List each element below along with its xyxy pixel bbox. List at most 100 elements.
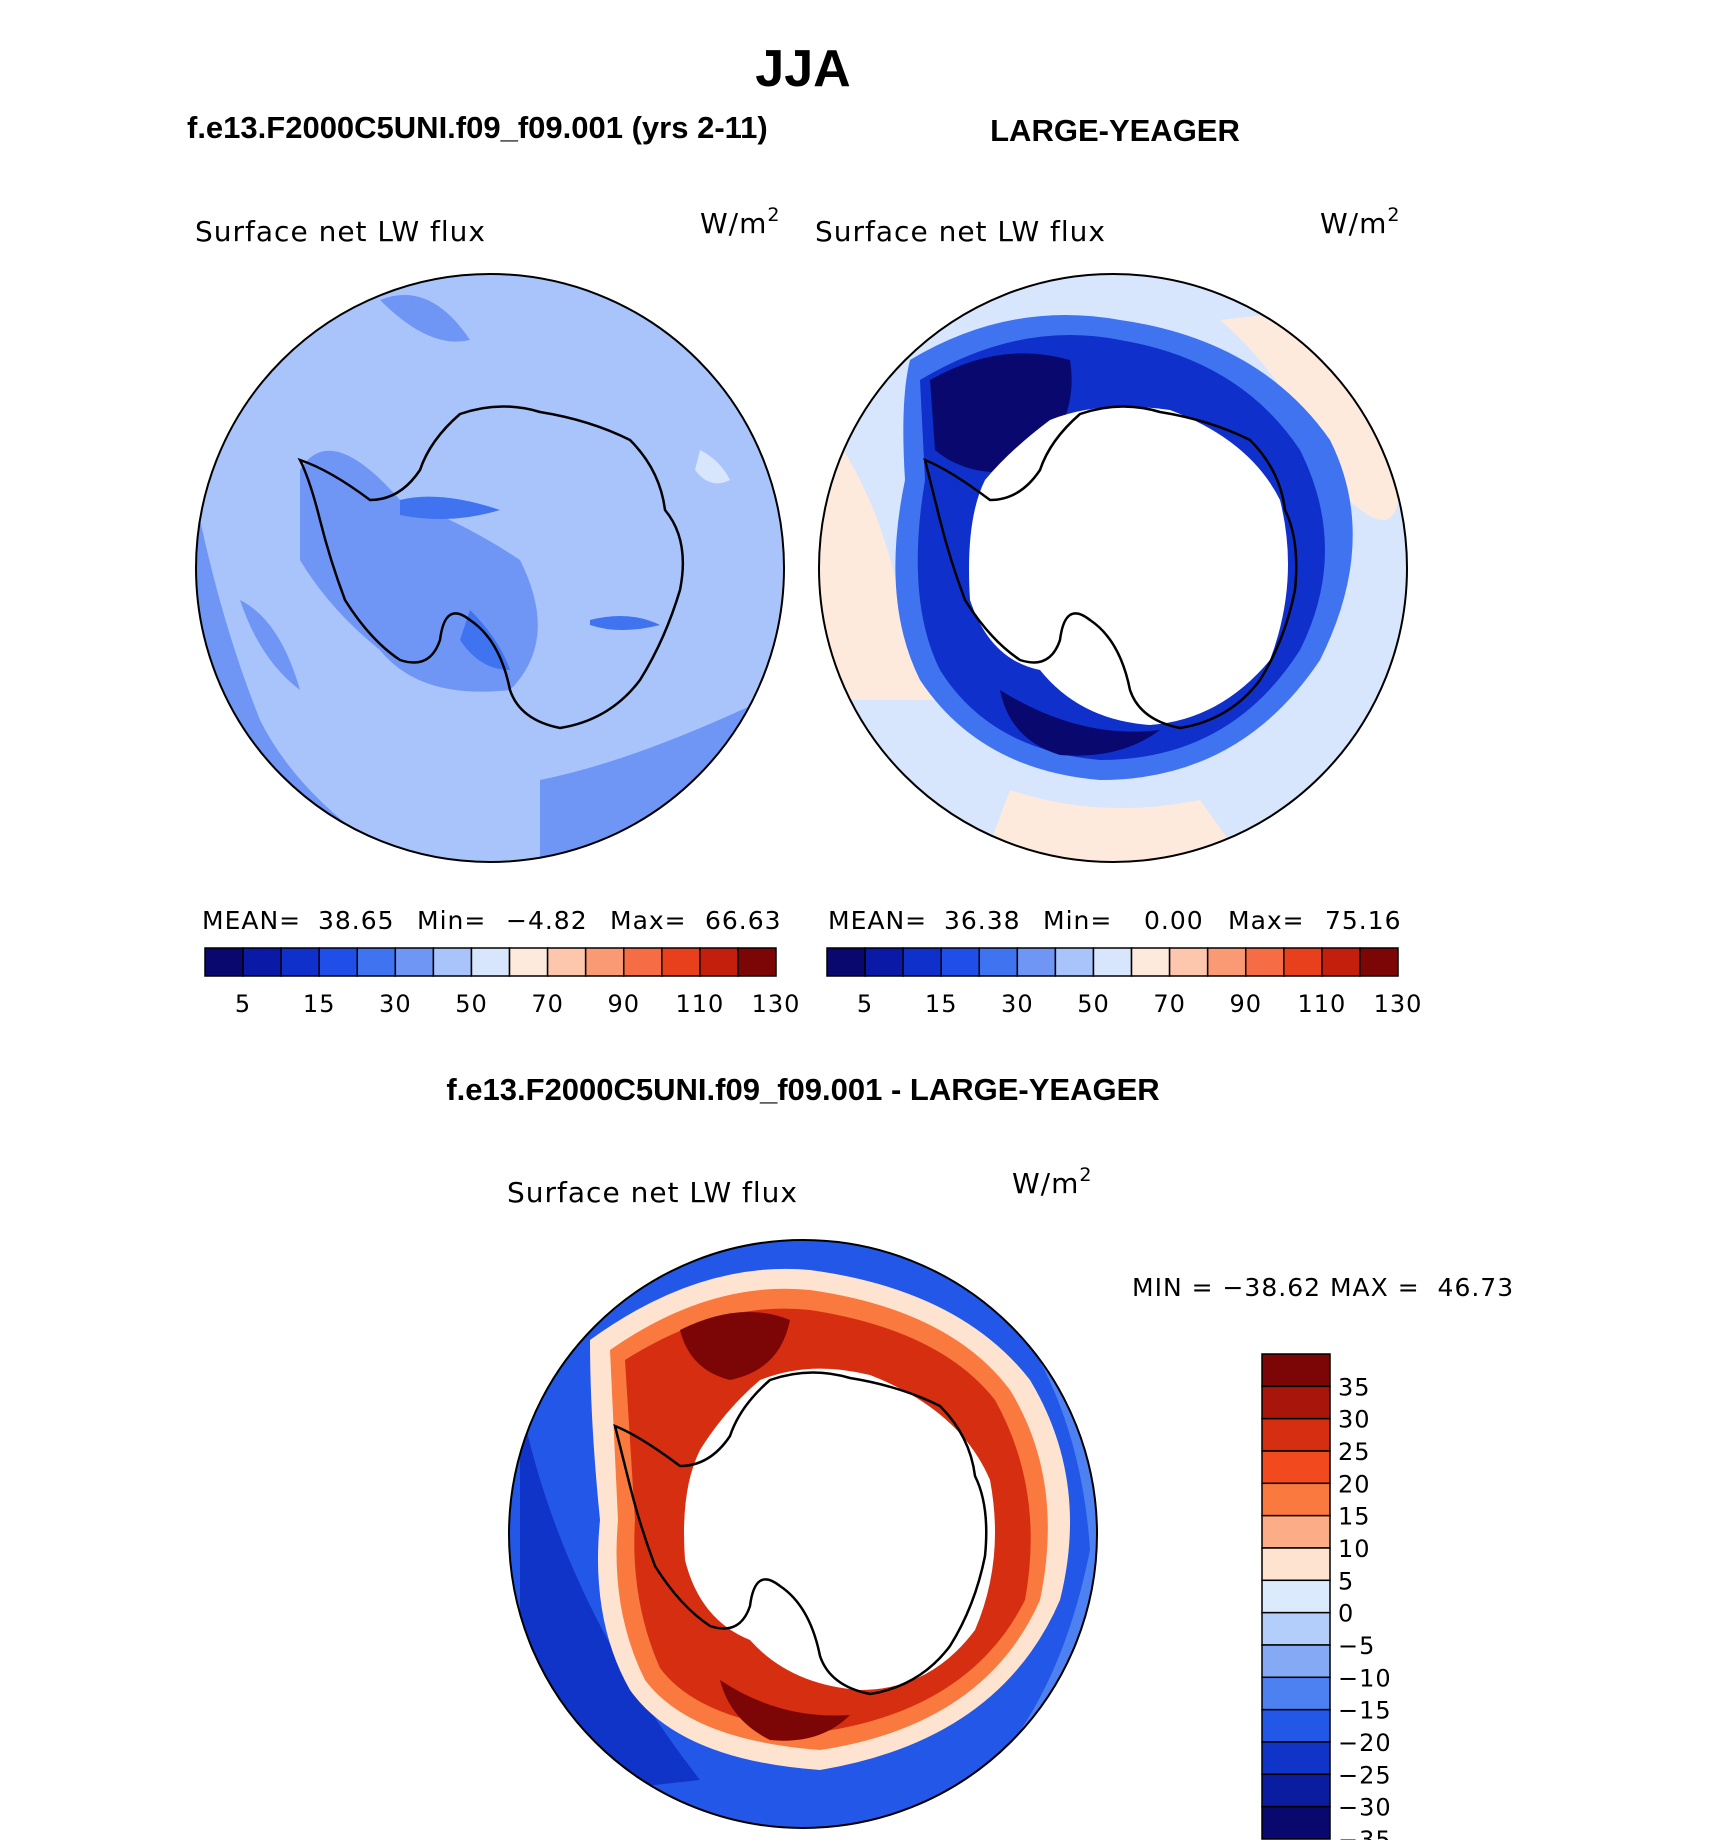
diff-colorbar-swatch-6 — [1261, 1547, 1331, 1582]
right-colorbar-tick-1: 15 — [925, 990, 958, 1018]
right-units-label: W/m2 — [1320, 204, 1401, 240]
left-colorbar-swatch-5 — [394, 947, 435, 977]
left-map-border — [195, 273, 785, 863]
right-colorbar-swatch-12 — [1283, 947, 1323, 977]
diff-colorbar-tick-11: −20 — [1338, 1729, 1392, 1757]
right-colorbar-swatch-11 — [1244, 947, 1285, 977]
diff-colorbar-swatch-1 — [1261, 1385, 1331, 1420]
left-colorbar-swatch-0 — [204, 947, 244, 977]
left-colorbar-swatch-2 — [280, 947, 320, 977]
left-case-title: f.e13.F2000C5UNI.f09_f09.001 (yrs 2-11) — [187, 110, 768, 145]
diff-title: f.e13.F2000C5UNI.f09_f09.001 - LARGE-YEA… — [446, 1072, 1159, 1107]
left-colorbar-tick-2: 30 — [379, 990, 412, 1018]
diff-panel: f.e13.F2000C5UNI.f09_f09.001 - LARGE-YEA… — [446, 1072, 1514, 1840]
right-colorbar-swatch-6 — [1054, 947, 1095, 977]
diff-map — [509, 1240, 1097, 1828]
right-colorbar-tick-6: 110 — [1297, 990, 1346, 1018]
left-panel: Surface net LW flux W/m2 MEAN= 38.65 Min… — [195, 204, 801, 1018]
diff-colorbar-swatch-3 — [1261, 1450, 1331, 1485]
left-colorbar-swatch-8 — [508, 947, 549, 977]
diff-colorbar-swatch-2 — [1261, 1417, 1331, 1452]
left-colorbar-swatch-4 — [356, 947, 397, 977]
left-colorbar-swatch-12 — [661, 947, 701, 977]
right-colorbar-swatch-4 — [978, 947, 1019, 977]
right-colorbar-tick-0: 5 — [857, 990, 873, 1018]
right-colorbar-swatch-8 — [1130, 947, 1171, 977]
diff-colorbar-tick-4: 15 — [1338, 1503, 1371, 1531]
diff-colorbar-tick-9: −10 — [1338, 1664, 1392, 1692]
diff-antarctica-coastline — [613, 1371, 988, 1696]
right-stats: MEAN= 36.38 Min= 0.00 Max= 75.16 — [828, 906, 1402, 935]
right-colorbar-swatch-1 — [864, 947, 904, 977]
right-colorbar-swatch-0 — [826, 947, 866, 977]
left-stats: MEAN= 38.65 Min= −4.82 Max= 66.63 — [202, 906, 782, 935]
left-antarctica-coastline — [297, 405, 685, 730]
left-colorbar: 5 15 30 50 70 90 110 130 — [204, 947, 801, 1018]
diff-minmax: MIN = −38.62 MAX = 46.73 — [1132, 1273, 1514, 1302]
right-colorbar-swatch-7 — [1092, 947, 1133, 977]
right-panel: Surface net LW flux W/m2 MEAN= 36.38 Min… — [815, 204, 1423, 1018]
left-colorbar-tick-7: 130 — [752, 990, 801, 1018]
diff-colorbar-swatch-12 — [1261, 1741, 1331, 1776]
right-antarctica-coastline — [923, 405, 1298, 730]
right-colorbar-swatch-2 — [902, 947, 942, 977]
right-colorbar-swatch-14 — [1359, 947, 1399, 977]
diff-map-border — [508, 1239, 1098, 1829]
diff-colorbar-swatch-4 — [1261, 1482, 1331, 1517]
left-colorbar-tick-4: 70 — [531, 990, 564, 1018]
left-colorbar-swatch-6 — [432, 947, 473, 977]
left-colorbar-swatch-14 — [737, 947, 777, 977]
diff-colorbar: 35 30 25 20 15 10 5 0 −5 −10 −15 −20 −25 −30 −35 — [1261, 1353, 1392, 1840]
right-colorbar-swatch-3 — [940, 947, 981, 977]
diff-colorbar-tick-6: 5 — [1338, 1567, 1354, 1595]
diff-colorbar-swatch-10 — [1261, 1676, 1331, 1711]
right-case-title: LARGE-YEAGER — [990, 113, 1240, 148]
diff-colorbar-tick-1: 30 — [1338, 1406, 1371, 1434]
season-title: JJA — [755, 40, 850, 98]
left-map — [196, 274, 784, 862]
diff-colorbar-tick-7: 0 — [1338, 1600, 1354, 1628]
right-colorbar-swatch-9 — [1168, 947, 1209, 977]
right-colorbar-swatch-13 — [1321, 947, 1361, 977]
left-colorbar-swatch-11 — [622, 947, 663, 977]
diff-colorbar-tick-3: 20 — [1338, 1470, 1371, 1498]
diff-colorbar-tick-5: 10 — [1338, 1535, 1371, 1563]
right-colorbar-tick-4: 70 — [1153, 990, 1186, 1018]
diff-colorbar-tick-2: 25 — [1338, 1438, 1371, 1466]
left-colorbar-swatch-1 — [242, 947, 282, 977]
diff-units-label: W/m2 — [1012, 1164, 1093, 1200]
right-colorbar-tick-2: 30 — [1001, 990, 1034, 1018]
left-colorbar-swatch-13 — [699, 947, 739, 977]
left-variable-label: Surface net LW flux — [195, 215, 486, 248]
left-colorbar-tick-3: 50 — [455, 990, 488, 1018]
diff-colorbar-swatch-14 — [1261, 1805, 1331, 1840]
right-map — [819, 274, 1407, 862]
diff-variable-label: Surface net LW flux — [507, 1176, 798, 1209]
right-variable-label: Surface net LW flux — [815, 215, 1106, 248]
left-colorbar-swatch-3 — [318, 947, 359, 977]
left-units-label: W/m2 — [700, 204, 781, 240]
left-colorbar-tick-5: 90 — [607, 990, 640, 1018]
right-colorbar-tick-3: 50 — [1077, 990, 1110, 1018]
diff-colorbar-tick-12: −25 — [1338, 1761, 1392, 1789]
left-colorbar-tick-1: 15 — [303, 990, 336, 1018]
right-colorbar-swatch-10 — [1206, 947, 1247, 977]
right-colorbar-swatch-5 — [1016, 947, 1057, 977]
diff-colorbar-tick-14: −35 — [1338, 1826, 1392, 1840]
right-colorbar-tick-7: 130 — [1374, 990, 1423, 1018]
diff-colorbar-swatch-8 — [1261, 1611, 1331, 1646]
diff-colorbar-swatch-9 — [1261, 1644, 1331, 1679]
left-colorbar-swatch-9 — [546, 947, 587, 977]
right-colorbar-tick-5: 90 — [1229, 990, 1262, 1018]
left-colorbar-swatch-7 — [470, 947, 511, 977]
left-colorbar-swatch-10 — [584, 947, 625, 977]
right-map-border — [818, 273, 1408, 863]
diff-colorbar-tick-10: −15 — [1338, 1697, 1392, 1725]
diff-colorbar-swatch-5 — [1261, 1514, 1331, 1549]
left-colorbar-tick-0: 5 — [235, 990, 251, 1018]
diff-colorbar-swatch-0 — [1261, 1353, 1331, 1388]
right-colorbar: 5 15 30 50 70 90 110 130 — [826, 947, 1423, 1018]
diff-colorbar-swatch-13 — [1261, 1773, 1331, 1808]
diff-colorbar-tick-8: −5 — [1338, 1632, 1375, 1660]
